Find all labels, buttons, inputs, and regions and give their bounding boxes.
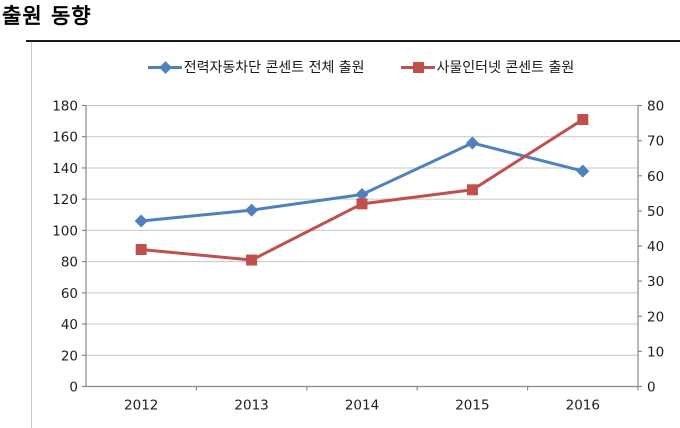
series-2-marker xyxy=(246,254,258,266)
right-axis-tick-label: 70 xyxy=(647,134,664,150)
chart-legend: 전력자동차단 콘센트 전체 출원 사물인터넷 콘센트 출원 xyxy=(85,57,637,77)
page-title: 출원 동향 xyxy=(2,4,92,28)
series-1-marker xyxy=(245,203,259,217)
left-axis-tick-label: 100 xyxy=(52,223,78,239)
left-axis-tick-label: 120 xyxy=(52,192,78,208)
legend-item-iot-applications: 사물인터넷 콘센트 출원 xyxy=(400,57,575,77)
series-2-marker xyxy=(577,114,589,126)
left-axis-tick-label: 140 xyxy=(52,161,78,177)
right-axis-tick-label: 50 xyxy=(647,204,664,220)
legend-label-total: 전력자동차단 콘센트 전체 출원 xyxy=(183,60,365,76)
series-2-marker xyxy=(135,244,147,256)
x-axis-tick-label: 2016 xyxy=(566,398,600,414)
right-axis-tick-label: 0 xyxy=(647,380,656,396)
series-1-marker xyxy=(465,136,479,150)
square-icon xyxy=(412,61,424,73)
right-axis-tick-label: 80 xyxy=(647,99,664,115)
right-axis-tick-label: 30 xyxy=(647,274,664,290)
left-axis-tick-label: 0 xyxy=(69,380,78,396)
series-1-marker xyxy=(134,214,148,228)
right-axis-tick-label: 10 xyxy=(647,344,664,360)
left-axis-tick-label: 180 xyxy=(52,99,78,115)
left-axis-tick-label: 160 xyxy=(52,130,78,146)
x-axis-tick-label: 2014 xyxy=(345,398,379,414)
right-axis-tick-label: 40 xyxy=(647,239,664,255)
legend-label-iot: 사물인터넷 콘센트 출원 xyxy=(436,60,575,76)
chart-frame: 0 20 40 60 80 100 120 140 160 180 0 10 20 30 40 50 60 70 8… xyxy=(31,42,680,428)
left-axis-tick-label: 40 xyxy=(61,317,78,333)
series-2-marker xyxy=(466,184,478,196)
diamond-icon xyxy=(158,60,172,74)
legend-item-total-applications: 전력자동차단 콘센트 전체 출원 xyxy=(147,57,365,77)
left-axis-tick-label: 60 xyxy=(61,286,78,302)
series-1-marker xyxy=(355,187,369,201)
series-2-marker xyxy=(356,198,368,210)
x-axis-tick-label: 2015 xyxy=(455,398,489,414)
legend-diamond-marker-icon xyxy=(147,60,182,74)
x-axis-tick-label: 2013 xyxy=(234,398,268,414)
title-rule xyxy=(26,40,680,42)
x-axis-tick-label: 2012 xyxy=(124,398,158,414)
left-axis-tick-label: 80 xyxy=(61,255,78,271)
left-axis-tick-label: 20 xyxy=(61,348,78,364)
legend-square-marker-icon xyxy=(400,61,435,74)
right-axis-tick-label: 20 xyxy=(647,309,664,325)
series-1-marker xyxy=(576,164,590,178)
right-axis-tick-label: 60 xyxy=(647,169,664,185)
